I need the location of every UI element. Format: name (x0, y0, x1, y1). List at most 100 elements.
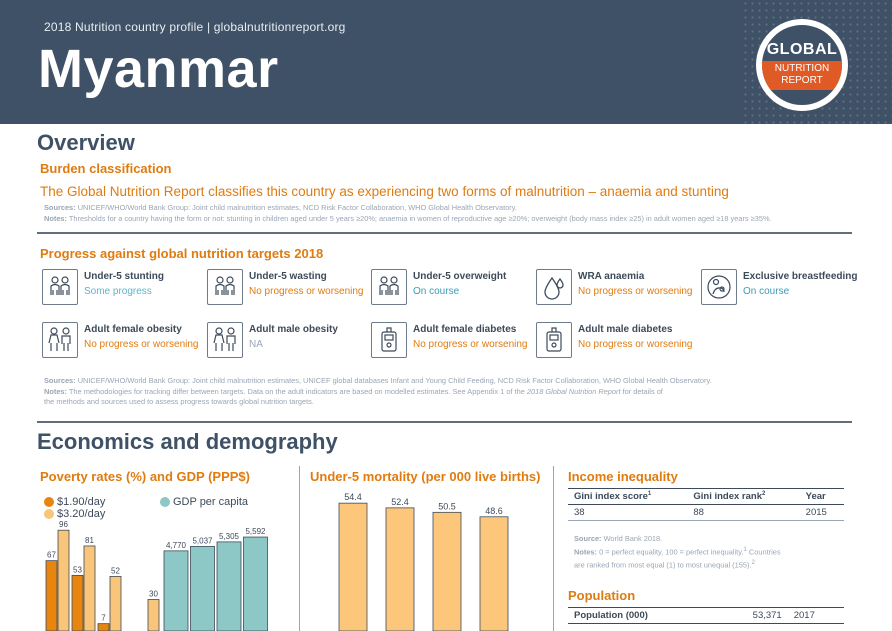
glucose-meter-icon (371, 322, 407, 358)
poverty-chart: 67 96 53 81 7 52 30 4,770 5,037 5,305 5,592 (45, 520, 268, 631)
mortality-bar (385, 507, 415, 631)
legend-item: GDP per capita (160, 496, 248, 508)
notes-text: the methods and sources used to assess p… (44, 397, 314, 406)
gini-rank-value: 88 (687, 504, 800, 522)
poverty-bar-label: 81 (85, 536, 94, 545)
glucose-meter-icon (536, 322, 572, 358)
gdp-bar (243, 536, 268, 631)
column-divider (299, 466, 300, 631)
mortality-bar (432, 511, 462, 631)
poverty-bar (109, 576, 122, 631)
gnr-logo: GLOBAL NUTRITION REPORT (756, 19, 848, 111)
target-status: No progress or worsening (578, 286, 693, 297)
blood-drop-icon (536, 269, 572, 305)
target-label: Adult male obesity (249, 324, 338, 335)
mortality-bar-label: 54.4 (344, 492, 362, 502)
notes-text: for details of (620, 386, 663, 396)
income-notes: Source: World Bank 2018. Notes: 0 = perf… (574, 534, 781, 570)
burden-text: The Global Nutrition Report classifies t… (40, 184, 729, 199)
poverty-bar-label: 53 (73, 565, 82, 574)
legend-item: $1.90/day (44, 496, 105, 508)
burden-sources: Sources: UNICEF/WHO/World Bank Group: Jo… (44, 203, 874, 224)
country-title: Myanmar (38, 39, 279, 99)
target-adult-female-obesity: Adult female obesity No progress or worse… (42, 322, 212, 362)
target-status: Some progress (84, 286, 152, 297)
gini-score-value: 38 (568, 504, 688, 522)
target-label: Adult female obesity (84, 324, 182, 335)
population-year: 2017 (787, 607, 844, 624)
mortality-bar (338, 502, 368, 631)
economics-heading: Economics and demography (37, 429, 338, 454)
adults-icon (207, 322, 243, 358)
target-under-5-overweight: Under-5 overweight On course (371, 269, 541, 309)
legend-swatch-gdp (160, 497, 170, 507)
poverty-bar (71, 574, 84, 631)
poverty-bar-label: 30 (149, 590, 158, 599)
gdp-bar-label: 5,037 (192, 536, 213, 545)
target-label: Adult male diabetes (578, 324, 673, 335)
col-gini-rank: Gini index rank2 (687, 487, 800, 506)
target-status: No progress or worsening (249, 286, 364, 297)
population-table: Population (000) 53,371 2017 (568, 607, 844, 624)
poverty-bar (57, 529, 70, 631)
target-under-5-wasting: Under-5 wasting No progress or worsening (207, 269, 377, 309)
mortality-bar-label: 48.6 (485, 506, 503, 516)
target-label: WRA anaemia (578, 271, 645, 282)
target-under-5-stunting: Under-5 stunting Some progress (42, 269, 212, 309)
target-adult-female-diabetes: Adult female diabetes No progress or wors… (371, 322, 541, 362)
poverty-chart-title: Poverty rates (%) and GDP (PPP$) (40, 469, 250, 484)
table-row: 38 88 2015 (568, 504, 844, 522)
target-status: On course (743, 286, 790, 297)
poverty-bar (147, 599, 160, 631)
target-status: No progress or worsening (413, 339, 528, 350)
gdp-bar-label: 5,592 (245, 527, 266, 536)
poverty-bar-label: 7 (101, 614, 106, 623)
table-row: Population (000) 53,371 2017 (568, 607, 844, 624)
gdp-bar (216, 541, 242, 631)
mortality-bar-label: 50.5 (438, 501, 456, 511)
target-status: No progress or worsening (578, 339, 693, 350)
population-heading: Population (568, 588, 636, 603)
gdp-bar (190, 545, 215, 631)
target-label: Under-5 stunting (84, 271, 164, 282)
target-status: NA (249, 339, 263, 350)
col-gini-score: Gini index score1 (568, 487, 688, 506)
target-status: No progress or worsening (84, 339, 199, 350)
breastfeeding-icon (701, 269, 737, 305)
logo-band: NUTRITION REPORT (762, 60, 842, 90)
sources-label: Sources: (44, 376, 76, 385)
notes-label: Notes: (44, 386, 67, 396)
sources-text: UNICEF/WHO/World Bank Group: Joint child… (77, 203, 517, 212)
population-value: 53,371 (718, 607, 788, 624)
profile-subtitle: 2018 Nutrition country profile | globaln… (44, 20, 346, 34)
population-label: Population (000) (568, 607, 718, 624)
sources-text: UNICEF/WHO/World Bank Group: Joint child… (77, 376, 712, 385)
sources-label: Sources: (44, 203, 76, 212)
col-year: Year (799, 487, 844, 506)
target-status: On course (413, 286, 460, 297)
target-label: Exclusive breastfeeding (743, 271, 858, 282)
income-table: Gini index score1 Gini index rank2 Year … (568, 487, 844, 522)
poverty-bar-label: 52 (111, 566, 120, 575)
legend-item: $3.20/day (44, 508, 105, 520)
poverty-bar-label: 67 (47, 551, 56, 560)
progress-sources: Sources: UNICEF/WHO/World Bank Group: Jo… (44, 376, 844, 408)
children-icon (207, 269, 243, 305)
header-banner: 2018 Nutrition country profile | globaln… (0, 0, 892, 124)
notes-label: Notes: (44, 213, 67, 223)
adults-icon (42, 322, 78, 358)
column-divider (553, 466, 554, 631)
target-exclusive-breastfeeding: Exclusive breastfeeding On course (701, 269, 871, 309)
target-wra-anaemia: WRA anaemia No progress or worsening (536, 269, 706, 309)
legend-swatch-190 (44, 497, 54, 507)
children-icon (42, 269, 78, 305)
target-label: Under-5 overweight (413, 271, 507, 282)
legend-label-gdp: GDP per capita (173, 496, 249, 508)
children-icon (371, 269, 407, 305)
poverty-bar-label: 96 (59, 520, 68, 529)
report-title: 2018 Global Nutrition Report (526, 386, 621, 396)
section-divider (37, 232, 852, 234)
legend-label-320: $3.20/day (57, 508, 106, 520)
gdp-bar-label: 5,305 (219, 532, 240, 541)
legend-swatch-320 (44, 509, 54, 519)
